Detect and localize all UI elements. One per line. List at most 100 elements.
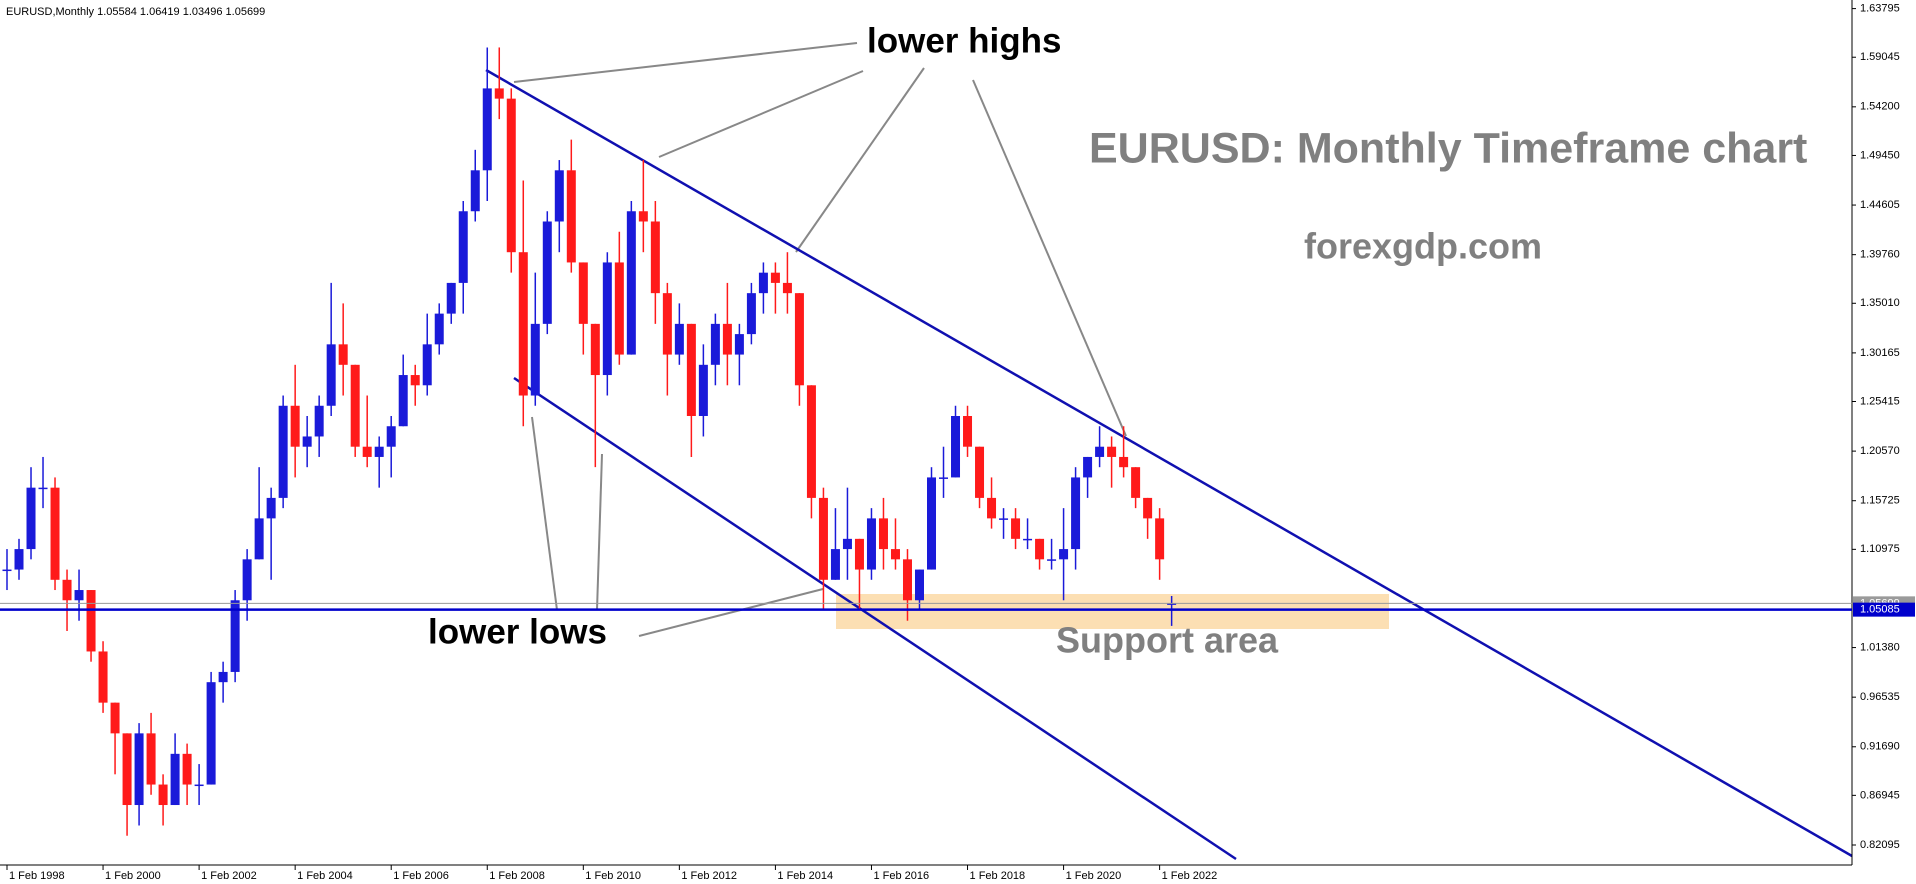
candle-body [50, 487, 60, 580]
candle-body [794, 293, 804, 386]
annotation: lower lows [428, 612, 607, 651]
y-tick-label: 1.49450 [1860, 149, 1900, 161]
candle-body [314, 405, 324, 437]
candle-body [530, 323, 540, 396]
price-label: 1.05085 [1860, 604, 1900, 616]
upper-trendline [485, 68, 1853, 858]
candle-body [230, 600, 240, 672]
candle-body [266, 497, 276, 519]
y-tick-label: 1.44605 [1860, 199, 1900, 211]
y-tick-label: 1.25415 [1860, 395, 1900, 407]
candle-body [98, 651, 108, 703]
candle-body [350, 364, 360, 447]
candle-body [842, 538, 852, 550]
candle-body [302, 436, 312, 447]
plot [2, 47, 1177, 836]
candle-body [110, 702, 120, 734]
candle-body [638, 211, 648, 222]
candle-body [470, 170, 480, 212]
candle-body [326, 344, 336, 406]
candle-body [734, 334, 744, 355]
candle-body [254, 518, 264, 560]
candle-body [218, 671, 228, 683]
candle-body [782, 282, 792, 294]
pointer [795, 67, 925, 253]
candle-body [194, 784, 204, 787]
candle-body [602, 262, 612, 376]
y-tick-label: 1.39760 [1860, 249, 1900, 261]
x-tick-label: 1 Feb 2022 [1162, 870, 1218, 882]
candle-body [362, 446, 372, 457]
pointer [638, 588, 824, 637]
candle-body [74, 590, 84, 601]
candle-body [566, 170, 576, 263]
candle-body [1155, 518, 1165, 560]
candle-body [854, 538, 864, 570]
x-tick-label: 1 Feb 2014 [777, 870, 833, 882]
chart-title: EURUSD,Monthly 1.05584 1.06419 1.03496 1… [6, 6, 265, 18]
x-tick-label: 1 Feb 2008 [489, 870, 545, 882]
y-tick-label: 1.54200 [1860, 101, 1900, 113]
support-zone [836, 594, 1389, 629]
pointer [596, 453, 603, 611]
candle-body [62, 579, 72, 601]
candle-body [554, 170, 564, 222]
y-tick-label: 1.01380 [1860, 641, 1900, 653]
candle-body [975, 446, 985, 498]
candle-body [170, 753, 180, 806]
candle-body [86, 590, 96, 652]
x-tick-label: 1 Feb 2016 [873, 870, 929, 882]
candle-body [650, 221, 660, 294]
candle-body [482, 88, 492, 171]
candle-body [806, 385, 816, 498]
y-tick-label: 1.63795 [1860, 3, 1900, 15]
candle-body [374, 446, 384, 457]
candle-body [518, 252, 528, 396]
x-tick-label: 1 Feb 2006 [393, 870, 449, 882]
x-tick-label: 1 Feb 2010 [585, 870, 641, 882]
x-tick-label: 1 Feb 2018 [970, 870, 1026, 882]
candle-body [1059, 549, 1069, 560]
candle-body [134, 733, 144, 806]
candle-body [494, 88, 504, 99]
candle-body [146, 733, 156, 785]
candle-body [698, 364, 708, 416]
candle-body [422, 344, 432, 386]
candle-body [590, 323, 600, 376]
candle-body [398, 375, 408, 427]
candle-body [626, 211, 636, 355]
annotation: lower highs [867, 21, 1061, 60]
x-tick-label: 1 Feb 2012 [681, 870, 737, 882]
candle-body [830, 549, 840, 580]
candle-body [1095, 446, 1105, 457]
y-tick-label: 0.82095 [1860, 839, 1900, 851]
site: forexgdp.com [1304, 226, 1542, 267]
candle-body [878, 518, 888, 550]
candle-body [1119, 456, 1129, 468]
candle-body [890, 549, 900, 560]
candle-body [1071, 477, 1081, 550]
pointer [972, 79, 1127, 437]
pointers [513, 42, 1127, 637]
candle-body [1083, 456, 1093, 478]
candle-body [902, 559, 912, 601]
x-tick-label: 1 Feb 2004 [297, 870, 353, 882]
candle-body [446, 282, 456, 314]
candle-body [26, 487, 36, 550]
candle-body [1047, 559, 1057, 561]
candle-body [1023, 538, 1033, 541]
candle-body [987, 497, 997, 519]
pointer [513, 42, 858, 83]
candle-body [1131, 467, 1141, 498]
candle-body [818, 497, 828, 580]
candle-body [1107, 446, 1117, 457]
x-tick-label: 1 Feb 2002 [201, 870, 257, 882]
candle-body [506, 98, 516, 253]
candle-body [242, 559, 252, 601]
candle-body [686, 323, 696, 416]
candle-body [662, 293, 672, 355]
y-tick-label: 1.15725 [1860, 495, 1900, 507]
candle-body [458, 211, 468, 283]
candle-body [914, 569, 924, 601]
